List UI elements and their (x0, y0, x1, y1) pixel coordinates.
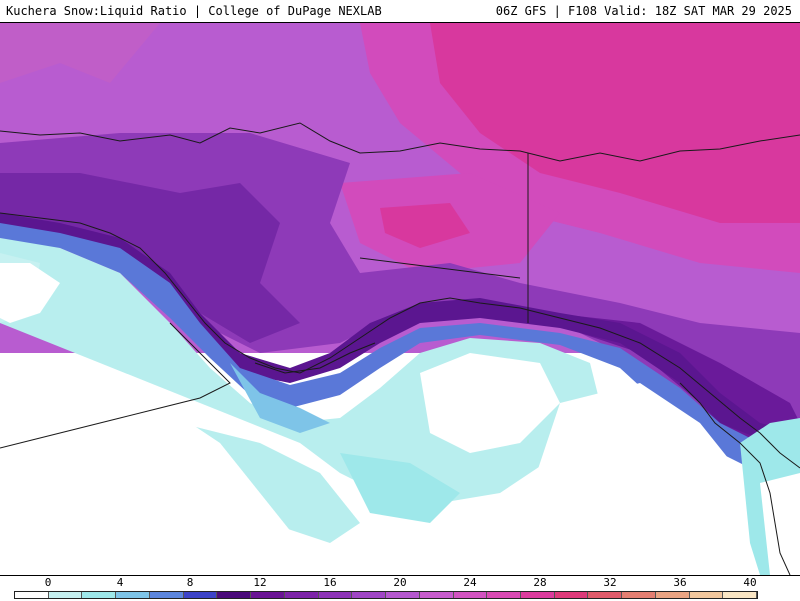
ocean-white-e (520, 383, 800, 575)
snow-ratio-map[interactable] (0, 23, 800, 575)
model-valid-time: 06Z GFS | F108 Valid: 18Z SAT MAR 29 202… (495, 4, 792, 18)
arctic-coast (0, 122, 800, 162)
legend-label: 36 (673, 576, 687, 589)
inland-line (359, 257, 521, 279)
ocean-white-sw (0, 363, 300, 575)
legend-label: 12 (253, 576, 267, 589)
legend-swatch (655, 592, 690, 598)
legend-label: 32 (603, 576, 617, 589)
field-deep-purple-coast (0, 213, 800, 453)
legend-swatch (723, 592, 758, 598)
legend-swatch (588, 592, 623, 598)
legend-labels: 0 4 8 12 16 20 24 28 32 36 40 (0, 576, 800, 589)
field-white-wa (760, 473, 800, 575)
legend-swatch (318, 592, 353, 598)
legend-swatch (82, 592, 117, 598)
legend-swatch (453, 592, 488, 598)
field-pink-center (380, 203, 470, 248)
legend-label: 0 (44, 576, 52, 589)
legend-swatch (689, 592, 724, 598)
kenai-coast (254, 342, 376, 374)
legend-swatch (386, 592, 420, 598)
field-lightblue-gulf (230, 363, 330, 433)
map-svg (0, 23, 800, 575)
legend-swatch (48, 592, 83, 598)
legend-label: 40 (743, 576, 757, 589)
southern-coast (0, 212, 800, 469)
legend-swatch (521, 592, 555, 598)
legend-swatch (284, 592, 319, 598)
legend-color-bar (14, 591, 758, 599)
map-title: Kuchera Snow:Liquid Ratio | College of D… (6, 4, 382, 18)
legend-label: 8 (186, 576, 194, 589)
aleutian-chain (0, 322, 231, 449)
legend-label: 24 (463, 576, 477, 589)
legend-swatch (116, 592, 150, 598)
field-cyan-s2 (340, 453, 460, 523)
legend-swatch (622, 592, 656, 598)
legend-swatch (217, 592, 252, 598)
legend-label: 20 (393, 576, 407, 589)
legend-swatch (251, 592, 285, 598)
color-legend: 0 4 8 12 16 20 24 28 32 36 40 (0, 575, 800, 601)
legend-swatch (487, 592, 522, 598)
legend-swatch (419, 592, 454, 598)
legend-swatch (554, 592, 589, 598)
legend-swatch (15, 592, 49, 598)
legend-label: 28 (533, 576, 547, 589)
ocean-white-nw (0, 263, 60, 323)
field-pink-ne (430, 23, 800, 223)
map-header: Kuchera Snow:Liquid Ratio | College of D… (0, 0, 800, 23)
coastlines (0, 122, 800, 575)
legend-swatch (183, 592, 218, 598)
legend-swatch (352, 592, 387, 598)
legend-swatch (149, 592, 184, 598)
field-nw-lavender (0, 23, 160, 83)
ocean-white-gulf (420, 353, 560, 453)
legend-label: 4 (116, 576, 124, 589)
legend-label: 16 (323, 576, 337, 589)
bc-coast (679, 382, 791, 575)
field-blue-fringe (0, 223, 800, 483)
